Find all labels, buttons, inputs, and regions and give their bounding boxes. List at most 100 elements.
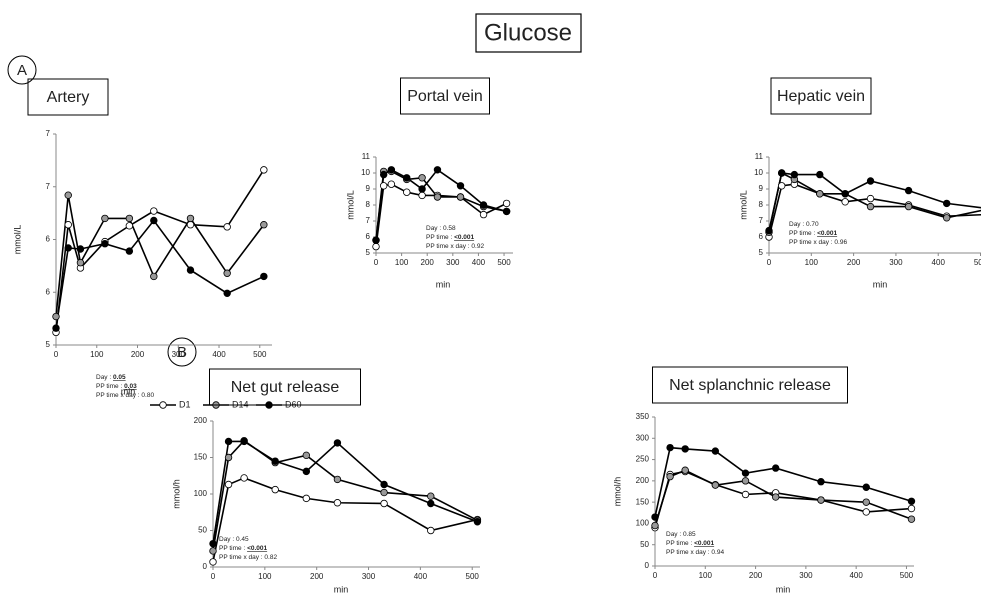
stat-value: <0.001 [247,545,267,552]
y-tick-label: 8 [366,200,371,209]
y-tick-label: 6 [46,235,51,244]
y-tick-label: 100 [636,519,650,528]
data-point [479,201,488,209]
data-point [711,481,720,489]
data-point [418,185,426,193]
stat-annotation: PP time x day : 0.94 [666,549,724,556]
chart-title: Portal vein [407,88,483,105]
data-point [64,221,72,229]
data-point [125,214,134,223]
x-tick-label: 300 [799,571,813,580]
chart-title: Net splanchnic release [669,377,831,394]
series-line [654,470,912,528]
stat-annotation: PP time : 0.03 [96,383,137,390]
data-point [150,216,158,225]
series-line [55,219,265,329]
title-box [475,13,582,53]
y-tick-label: 100 [194,489,208,498]
chart-title-box [209,368,361,406]
stat-annotation: Day : 0.70 [789,221,819,228]
data-point [379,182,388,190]
stat-label: PP time x day : [789,239,834,246]
y-tick-label: 150 [194,453,208,462]
data-point [150,207,158,215]
data-point [271,485,279,494]
x-tick-label: 100 [699,571,713,580]
data-point [741,477,750,485]
data-point [942,199,951,208]
data-point [223,223,231,231]
data-point [387,166,396,174]
data-point [379,170,388,179]
data-point [224,437,233,446]
y-axis-label: mmol/h [612,477,622,507]
data-point [816,170,824,179]
data-point [651,521,659,530]
data-point [904,202,913,211]
y-tick-label: 8 [759,200,764,209]
data-point [777,169,786,177]
data-point [64,191,72,199]
x-tick-label: 0 [211,572,216,581]
data-point [427,499,435,508]
data-point [186,266,195,274]
stat-label: PP time : [666,540,694,547]
x-axis-label: min [873,279,888,289]
x-tick-label: 300 [446,258,460,267]
stat-label: Day : [426,225,443,232]
y-tick-label: 200 [636,476,650,485]
stat-value: 0.05 [113,374,126,381]
data-point [427,492,435,500]
data-point [473,518,482,526]
data-point [479,210,488,219]
x-tick-label: 400 [414,572,428,581]
x-tick-label: 400 [849,571,863,580]
stat-value: 0.03 [124,383,137,390]
y-tick-label: 5 [759,248,764,257]
x-tick-label: 0 [374,258,379,267]
data-point [302,467,311,476]
stat-value: 0.70 [806,221,819,228]
x-tick-label: 500 [466,572,480,581]
data-point [904,186,913,195]
data-point [302,451,311,460]
data-point [456,182,465,190]
data-point [52,324,60,332]
stat-label: PP time : [426,234,454,241]
x-tick-label: 0 [653,571,658,580]
x-tick-label: 100 [395,258,409,267]
data-point [372,236,380,244]
data-point [866,202,875,211]
stat-annotation: Day : 0.58 [426,225,456,232]
stat-value: <0.001 [694,540,714,547]
x-tick-label: 200 [421,258,435,267]
y-tick-label: 5 [46,340,51,349]
stat-annotation: PP time x day : 0.82 [219,554,277,561]
data-point [418,191,426,200]
chart-title-box [400,77,490,115]
data-point [333,499,342,507]
stat-annotation: Day : 0.85 [666,531,696,538]
data-point [209,558,217,566]
data-point [403,188,411,196]
data-point [209,547,217,555]
legend-label: D1 [179,399,191,409]
stat-value: <0.001 [817,230,837,237]
data-point [52,312,60,321]
y-tick-label: 7 [46,129,51,138]
data-point [741,469,750,477]
data-point [456,193,465,201]
panel-label: B [177,344,187,361]
data-point [101,240,109,248]
data-point [240,437,248,446]
data-point [765,226,773,235]
y-tick-label: 7 [46,182,51,191]
y-tick-label: 7 [366,216,371,225]
x-tick-label: 200 [310,572,324,581]
y-tick-label: 250 [636,455,650,464]
x-tick-label: 0 [54,350,59,359]
y-tick-label: 0 [645,561,650,570]
data-point [502,207,511,216]
data-point [817,478,825,486]
